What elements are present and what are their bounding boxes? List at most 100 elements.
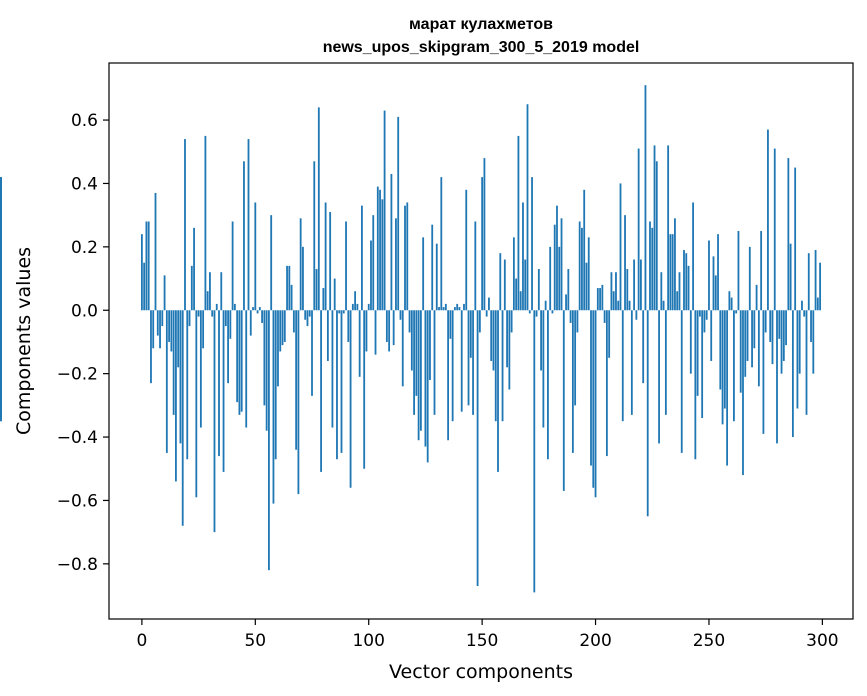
- bar: [213, 310, 216, 533]
- bar: [397, 116, 400, 311]
- bar: [199, 310, 202, 428]
- bar: [483, 158, 486, 311]
- bar: [644, 85, 647, 311]
- bar: [286, 265, 288, 311]
- bar: [401, 310, 404, 387]
- bar: [717, 234, 719, 311]
- bar: [472, 310, 474, 415]
- x-tick-label: 0: [136, 631, 147, 651]
- bar: [669, 234, 672, 311]
- bar: [243, 161, 245, 311]
- bar: [701, 310, 704, 419]
- bar: [204, 135, 207, 311]
- bar: [592, 310, 595, 488]
- bar: [762, 310, 765, 434]
- bar: [322, 288, 325, 311]
- bar: [274, 310, 277, 460]
- bar: [615, 272, 617, 311]
- bar: [177, 310, 180, 368]
- bar: [812, 310, 815, 374]
- bar: [467, 310, 470, 406]
- bar: [574, 310, 577, 406]
- bar: [469, 310, 472, 358]
- bar: [506, 310, 508, 368]
- bar: [202, 310, 205, 349]
- bar: [281, 310, 284, 346]
- bar: [218, 310, 220, 457]
- bar: [478, 310, 481, 333]
- bar: [535, 310, 538, 317]
- bar: [773, 148, 776, 311]
- bar: [694, 310, 697, 460]
- bar: [789, 243, 792, 311]
- bar: [551, 310, 554, 314]
- bar: [229, 310, 232, 339]
- bar: [422, 237, 425, 311]
- bar: [562, 310, 565, 491]
- bar: [646, 310, 649, 517]
- bar: [379, 189, 381, 311]
- bar: [392, 310, 395, 346]
- bar: [249, 310, 252, 336]
- bar: [438, 307, 440, 311]
- bar: [587, 237, 590, 311]
- x-tick-label: 100: [352, 631, 384, 651]
- bar: [156, 310, 159, 336]
- bar: [733, 310, 735, 422]
- bar: [252, 307, 254, 311]
- bar: [188, 310, 191, 327]
- bar: [719, 310, 722, 390]
- bar: [184, 139, 186, 311]
- bar: [342, 310, 345, 314]
- bar: [263, 310, 266, 406]
- bar: [140, 234, 143, 311]
- bar: [610, 272, 613, 311]
- y-tick-label: 0.4: [71, 174, 98, 194]
- bar: [807, 253, 810, 311]
- bar: [687, 265, 690, 311]
- bar: [265, 310, 268, 431]
- bar: [179, 310, 182, 444]
- bar: [492, 310, 495, 371]
- bar: [671, 234, 674, 311]
- bar: [320, 310, 322, 472]
- bar: [170, 310, 173, 352]
- bar: [190, 265, 193, 311]
- y-tick-label: −0.6: [57, 491, 98, 511]
- bar: [651, 227, 654, 311]
- bar: [742, 310, 744, 476]
- bar: [712, 256, 715, 311]
- bar: [776, 310, 778, 444]
- bar: [637, 148, 640, 311]
- bar: [723, 310, 726, 409]
- bar: [488, 297, 490, 311]
- bar: [356, 303, 359, 311]
- bar: [515, 278, 518, 311]
- bar: [705, 310, 708, 320]
- bar: [640, 259, 642, 311]
- bar: [256, 310, 259, 314]
- bar: [0, 177, 2, 311]
- bar: [429, 310, 431, 380]
- bar: [388, 310, 391, 352]
- bar: [785, 310, 787, 346]
- bar: [619, 183, 622, 311]
- bar: [599, 288, 601, 311]
- bar: [456, 303, 459, 311]
- bar: [163, 275, 166, 311]
- bar: [819, 262, 822, 311]
- bar: [292, 310, 295, 333]
- bar: [581, 227, 583, 311]
- bar: [721, 310, 724, 425]
- bar: [231, 221, 234, 311]
- bar: [501, 310, 504, 422]
- bar: [805, 310, 808, 415]
- bar: [154, 192, 157, 311]
- bar: [279, 310, 282, 352]
- bar: [195, 310, 198, 498]
- bar: [683, 250, 685, 311]
- bar: [542, 310, 545, 428]
- bar: [755, 284, 758, 311]
- bar: [351, 303, 354, 311]
- bar: [159, 310, 161, 349]
